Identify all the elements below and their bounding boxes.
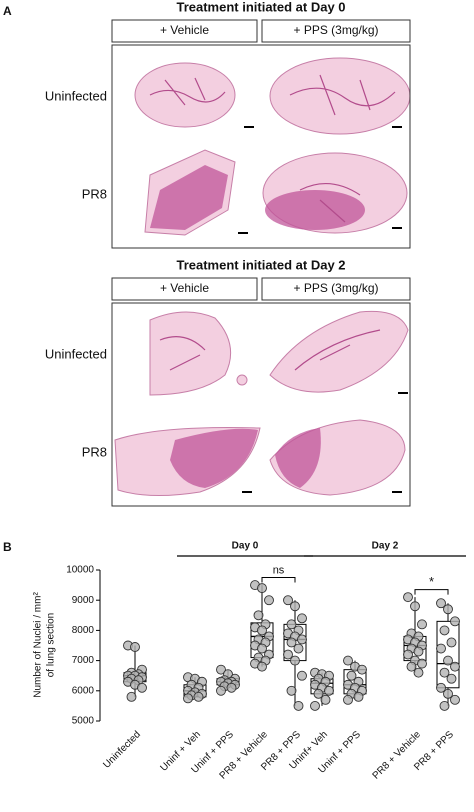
block-title: Treatment initiated at Day 2 bbox=[176, 257, 345, 272]
data-point bbox=[257, 625, 267, 636]
data-point bbox=[436, 643, 446, 654]
histology-day2 bbox=[114, 310, 409, 497]
data-point bbox=[446, 637, 457, 648]
data-point bbox=[320, 694, 331, 705]
data-point bbox=[290, 655, 300, 666]
data-point bbox=[443, 655, 453, 666]
data-point bbox=[313, 688, 324, 699]
data-point bbox=[253, 610, 264, 621]
column-header: + PPS (3mg/kg) bbox=[293, 23, 378, 37]
data-point bbox=[257, 661, 267, 672]
data-point bbox=[216, 685, 226, 696]
data-point bbox=[297, 613, 307, 624]
column-header-box bbox=[261, 277, 411, 301]
block-title: Treatment initiated at Day 0 bbox=[176, 0, 345, 14]
data-point bbox=[257, 583, 267, 594]
y-axis-label: Number of Nuclei / mm² bbox=[33, 592, 44, 698]
significance-label: * bbox=[429, 574, 434, 589]
data-point bbox=[403, 592, 413, 603]
data-point bbox=[436, 682, 446, 693]
data-point bbox=[450, 616, 460, 627]
data-point bbox=[417, 658, 427, 669]
data-point bbox=[443, 604, 453, 615]
column-header-box bbox=[111, 19, 258, 43]
data-point bbox=[297, 634, 307, 645]
column-header-box bbox=[111, 277, 258, 301]
data-point bbox=[406, 661, 417, 672]
y-tick-label: 9000 bbox=[72, 595, 95, 606]
column-header: + Vehicle bbox=[160, 281, 209, 295]
row-label: PR8 bbox=[82, 186, 107, 201]
row-label: Uninfected bbox=[45, 88, 107, 103]
data-point bbox=[286, 637, 297, 648]
data-point bbox=[450, 661, 460, 672]
column-header-box bbox=[261, 19, 411, 43]
significance-bracket bbox=[261, 577, 296, 583]
data-point bbox=[137, 682, 147, 693]
y-tick-label: 6000 bbox=[72, 685, 95, 696]
data-point bbox=[293, 643, 304, 654]
column-header: + PPS (3mg/kg) bbox=[293, 281, 378, 295]
y-tick-label: 8000 bbox=[72, 625, 95, 636]
group-label: Day 2 bbox=[372, 541, 399, 552]
y-tick-label: 5000 bbox=[72, 716, 95, 727]
data-point bbox=[413, 667, 424, 678]
data-point bbox=[446, 673, 457, 684]
data-point bbox=[283, 649, 293, 660]
data-point bbox=[257, 643, 267, 654]
image-frame bbox=[111, 44, 411, 249]
data-point bbox=[290, 601, 300, 612]
data-point bbox=[346, 670, 357, 681]
data-point bbox=[439, 667, 450, 678]
image-frame bbox=[111, 302, 411, 507]
data-point bbox=[293, 700, 304, 711]
data-point bbox=[130, 642, 140, 652]
data-point bbox=[183, 693, 193, 704]
data-point bbox=[264, 595, 274, 606]
y-axis-label: of lung section bbox=[46, 613, 57, 678]
data-point bbox=[450, 694, 460, 705]
panel-label: A bbox=[3, 4, 12, 18]
data-point bbox=[324, 685, 334, 696]
data-point bbox=[357, 664, 367, 675]
x-tick-label: PR8 + Vehicle bbox=[371, 729, 424, 782]
data-point bbox=[413, 646, 424, 657]
column-header: + Vehicle bbox=[160, 23, 209, 37]
data-point bbox=[226, 682, 237, 693]
data-point bbox=[439, 625, 450, 636]
y-tick-label: 7000 bbox=[72, 655, 95, 666]
data-point bbox=[286, 685, 297, 696]
data-point bbox=[216, 664, 226, 675]
row-label: Uninfected bbox=[45, 346, 107, 361]
data-point bbox=[283, 595, 293, 606]
group-label: Day 0 bbox=[232, 541, 259, 552]
data-point bbox=[286, 619, 297, 630]
data-point bbox=[417, 619, 427, 630]
significance-bracket bbox=[414, 589, 449, 595]
data-point bbox=[443, 688, 453, 699]
significance-label: ns bbox=[273, 564, 285, 576]
data-point bbox=[436, 598, 446, 609]
panel-label: B bbox=[3, 540, 12, 554]
data-point bbox=[126, 691, 137, 702]
data-point bbox=[310, 700, 320, 711]
data-point bbox=[439, 700, 450, 711]
row-label: PR8 bbox=[82, 444, 107, 459]
data-point bbox=[410, 601, 420, 612]
x-tick-label: Uninfected bbox=[101, 729, 143, 771]
data-point bbox=[353, 691, 364, 702]
data-point bbox=[403, 649, 413, 660]
y-tick-label: 10000 bbox=[66, 565, 94, 576]
data-point bbox=[343, 655, 353, 666]
data-point bbox=[343, 694, 353, 705]
data-point bbox=[193, 691, 204, 702]
data-point bbox=[297, 670, 307, 681]
histology-day0 bbox=[134, 57, 411, 236]
